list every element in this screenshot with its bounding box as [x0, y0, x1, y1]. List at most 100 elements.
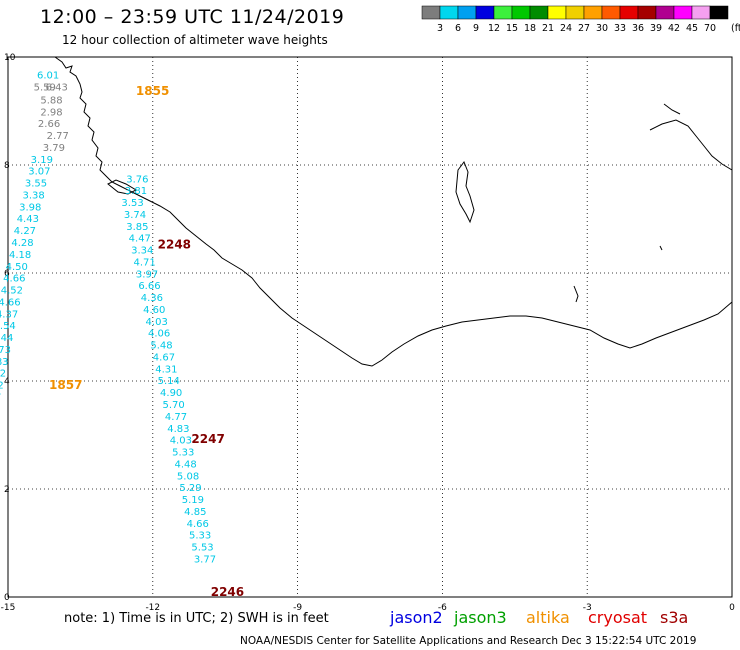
wave-height-values: 6.015.596.43 5.882.982.662.773.793.193.07…	[0, 71, 216, 566]
wave-height-value: 5.70	[162, 400, 184, 411]
legend-swatch	[619, 5, 639, 20]
wave-height-value: 3.38	[22, 190, 44, 201]
legend-swatch	[529, 5, 549, 20]
wave-height-value: 5.32	[0, 381, 4, 392]
wave-height-value: 4.73	[0, 345, 11, 356]
wave-height-value: 4.03	[170, 436, 192, 447]
x-tick-label: -3	[583, 603, 592, 613]
wave-height-value: 3.77	[194, 554, 216, 565]
legend-unit: (ft)	[731, 23, 740, 34]
wave-height-value: 3.53	[121, 198, 143, 209]
satellite-label-altika: altika	[526, 608, 570, 627]
wave-height-value: 4.27	[14, 226, 36, 237]
satellite-label-s3a: s3a	[660, 608, 689, 627]
wave-height-value: 4.37	[0, 309, 18, 320]
legend-swatch	[457, 5, 477, 20]
wave-height-value: 4.06	[148, 329, 170, 340]
wave-height-value: 4.47	[129, 234, 151, 245]
legend-swatch	[583, 5, 603, 20]
wave-height-value: 4.60	[143, 305, 165, 316]
footer-credit: NOAA/NESDIS Center for Satellite Applica…	[240, 635, 697, 647]
wave-height-value: 3.19	[31, 155, 53, 166]
legend-swatch	[655, 5, 675, 20]
satellite-label-jason2: jason2	[390, 608, 443, 627]
wave-height-value: 4.50	[6, 262, 28, 273]
legend-swatch	[673, 5, 693, 20]
legend-label: 9	[473, 23, 479, 34]
map-title: 12:00 – 23:59 UTC 11/24/2019	[40, 6, 345, 28]
wave-height-value: 2.98	[40, 107, 62, 118]
wave-height-value: 5.33	[172, 448, 194, 459]
wave-height-value: 4.31	[155, 364, 177, 375]
wave-height-value: 3.55	[25, 179, 47, 190]
legend-label: 36	[632, 23, 644, 34]
wave-height-value: 4.85	[184, 507, 206, 518]
legend-label: 18	[524, 23, 536, 34]
legend-swatch	[601, 5, 621, 20]
wave-height-value: 4.54	[0, 321, 16, 332]
y-tick-label: 10	[4, 53, 16, 63]
wave-height-value: 4.66	[187, 519, 209, 530]
coastline-segment	[663, 103, 681, 115]
wave-height-value: 4.48	[175, 459, 197, 470]
wave-height-value: 3.34	[131, 246, 153, 257]
y-tick-label: 4	[4, 377, 10, 387]
x-tick-label: -15	[1, 603, 16, 613]
wave-height-value: 3.81	[125, 186, 147, 197]
coastline-segment	[659, 245, 663, 251]
wave-height-value: 4.66	[0, 297, 21, 308]
legend-swatch	[439, 5, 459, 20]
wave-height-value: 5.08	[177, 471, 199, 482]
legend-label: 33	[614, 23, 626, 34]
wave-height-value: 5.53	[191, 543, 213, 554]
map-subtitle: 12 hour collection of altimeter wave hei…	[62, 33, 328, 47]
wave-height-value: 5.48	[150, 341, 172, 352]
legend-label: 12	[488, 23, 500, 34]
wave-height-value: 3.07	[28, 167, 50, 178]
satellite-label-cryosat: cryosat	[588, 608, 648, 627]
legend-swatch	[565, 5, 585, 20]
axis-ticks: -15 -12 -9 -6 -3 0 0 2 4 6 8 10	[1, 53, 735, 613]
y-tick-label: 6	[4, 269, 10, 279]
wave-height-value: 4.71	[133, 257, 155, 268]
legend-swatch	[511, 5, 531, 20]
x-tick-label: -6	[438, 603, 447, 613]
wave-height-value: 4.77	[165, 412, 187, 423]
wave-height-value: 3.97	[136, 269, 158, 280]
x-tick-label: -9	[293, 603, 302, 613]
wave-height-value: 5.33	[189, 531, 211, 542]
wave-height-value: 3.98	[19, 202, 41, 213]
legend-swatch	[493, 5, 513, 20]
legend-swatch	[709, 5, 729, 20]
wave-height-value: 6.43	[46, 82, 68, 93]
wave-height-value: 4.52	[1, 286, 23, 297]
legend-swatch	[547, 5, 567, 20]
wave-height-value: 3.85	[126, 222, 148, 233]
legend-label: 6	[455, 23, 461, 34]
legend-swatch	[475, 5, 495, 20]
wave-height-value: 3.76	[126, 174, 148, 185]
wave-height-value: 3.74	[124, 210, 146, 221]
pass-time-label: 2247	[191, 432, 224, 446]
y-tick-label: 0	[4, 593, 10, 603]
legend-swatch	[637, 5, 657, 20]
wave-height-value: 4.03	[146, 317, 168, 328]
coastline-segment	[107, 179, 138, 195]
grid-lines	[7, 56, 733, 598]
wave-height-value: 4.83	[167, 424, 189, 435]
wave-height-value: 3.79	[43, 143, 65, 154]
wave-height-value: 4.83	[0, 357, 9, 368]
y-tick-label: 8	[4, 161, 10, 171]
wave-height-value: 5.97	[0, 392, 1, 403]
coastline-segment	[573, 285, 579, 303]
coastline-segment	[649, 119, 733, 171]
pass-time-labels: 1855 2248 1857 2247 2246	[49, 84, 244, 599]
legend-label: 45	[686, 23, 698, 34]
note-text: note: 1) Time is in UTC; 2) SWH is in fe…	[64, 611, 329, 626]
wave-height-value: 4.44	[0, 333, 13, 344]
wave-height-value: 5.88	[40, 95, 62, 106]
wave-height-value: 5.19	[182, 495, 204, 506]
plot-frame	[7, 56, 733, 598]
wave-height-value: 4.90	[160, 388, 182, 399]
wave-height-value: 2.77	[47, 131, 69, 142]
